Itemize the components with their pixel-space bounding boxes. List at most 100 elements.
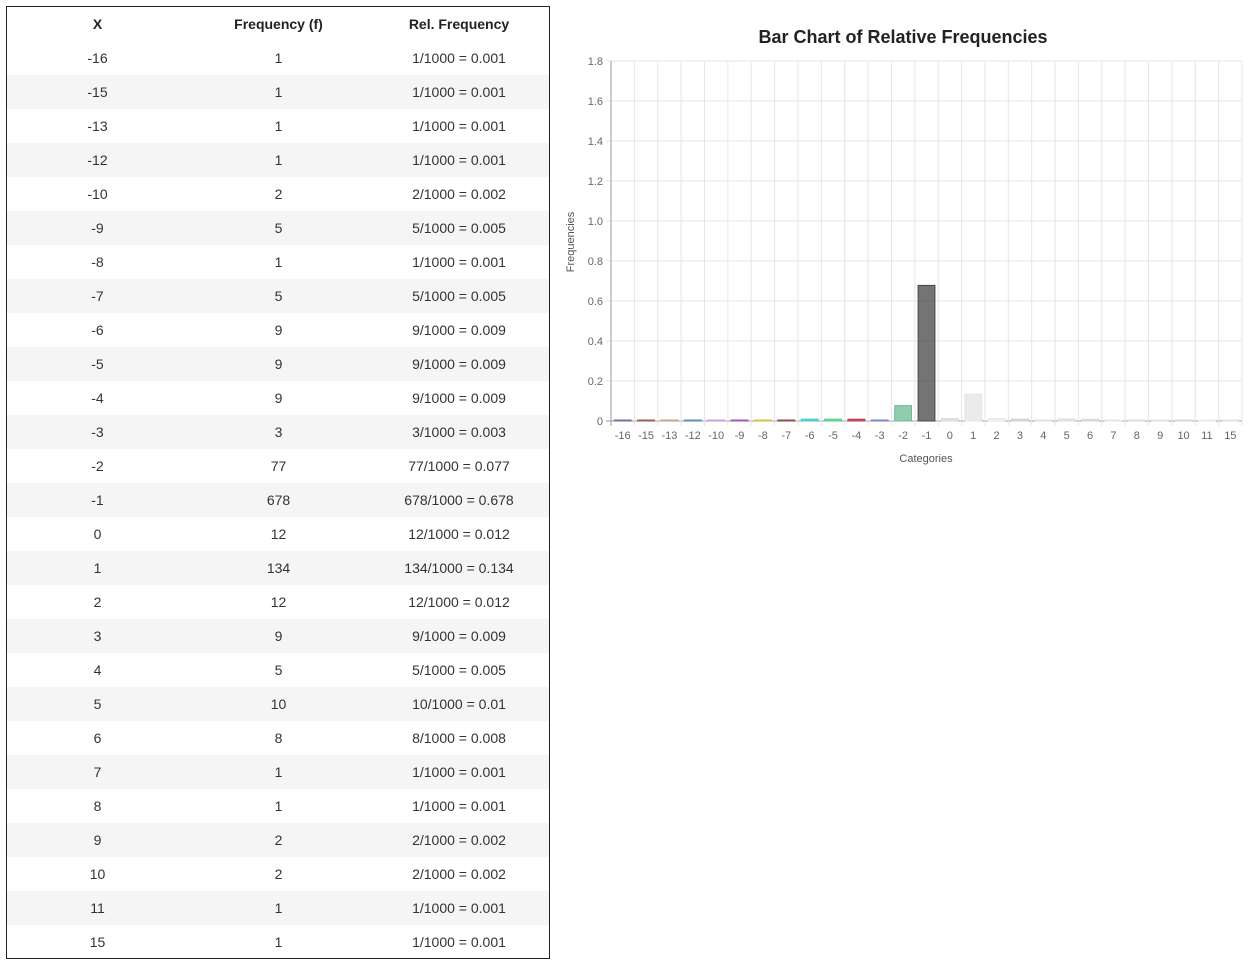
y-axis-title: Frequencies — [565, 211, 577, 272]
bar--5 — [824, 418, 842, 422]
cell-frequency: 12 — [270, 594, 287, 610]
bar-3 — [1011, 418, 1029, 422]
cell-frequency: 2 — [274, 186, 283, 202]
cell-rel-frequency: 77/1000 = 0.077 — [408, 458, 510, 474]
table-header-row: X Frequency (f) Rel. Frequency — [7, 7, 549, 41]
x-tick-label: -4 — [851, 430, 861, 442]
bar-4 — [1034, 419, 1053, 422]
bar-15 — [1221, 419, 1240, 422]
bar--10 — [707, 419, 726, 422]
frequency-table: X Frequency (f) Rel. Frequency -1 6 1 1/100… — [7, 7, 549, 958]
cell-x: -9 — [91, 220, 104, 236]
chart-gridlines — [606, 60, 1243, 426]
cell-rel-frequency: 12/1000 = 0.012 — [408, 594, 510, 610]
bar-0 — [940, 418, 959, 422]
cell-rel-frequency: 9/1000 = 0.009 — [412, 322, 506, 338]
cell-x: -6 — [91, 322, 104, 338]
cell-frequency: 77 — [270, 458, 287, 474]
x-tick-label: 8 — [1134, 430, 1140, 442]
cell-frequency: 134 — [266, 560, 291, 576]
chart-bars — [613, 284, 1240, 422]
cell-frequency: 678 — [266, 492, 291, 508]
cell-frequency: 12 — [270, 526, 287, 542]
cell-frequency: 1 — [274, 254, 283, 270]
y-tick-label: 1.8 — [588, 56, 603, 68]
cell-rel-frequency: 5/1000 = 0.005 — [412, 288, 506, 304]
table-row: -8 1 1/1000 = 0.001 — [7, 245, 549, 279]
cell-x: -8 — [91, 254, 104, 270]
x-tick-label: 15 — [1224, 430, 1236, 442]
bar--6 — [800, 418, 819, 422]
cell-rel-frequency: 8/1000 = 0.008 — [412, 730, 506, 746]
cell-frequency: 2 — [274, 866, 283, 882]
cell-rel-frequency: 2/1000 = 0.002 — [412, 186, 506, 202]
cell-rel-frequency: 2/1000 = 0.002 — [412, 832, 506, 848]
cell-x: 10 — [89, 866, 106, 882]
cell-rel-frequency: 2/1000 = 0.002 — [412, 866, 506, 882]
bar--1 — [917, 284, 936, 422]
table-row: -2 77 77/1000 = 0.077 — [7, 449, 549, 483]
cell-x: 3 — [93, 628, 102, 644]
cell-x: -3 — [91, 424, 104, 440]
x-tick-label: -7 — [781, 430, 791, 442]
cell-frequency: 9 — [274, 628, 283, 644]
bar-8 — [1127, 419, 1146, 422]
x-tick-label: 1 — [970, 430, 976, 442]
cell-frequency: 5 — [274, 662, 283, 678]
x-tick-label: 4 — [1040, 430, 1046, 442]
x-tick-label: -3 — [875, 430, 885, 442]
y-tick-label: 1.2 — [588, 176, 603, 188]
cell-x: -7 — [91, 288, 104, 304]
cell-rel-frequency: 1/1000 = 0.001 — [412, 50, 506, 66]
table-row: -12 1 1/1000 = 0.001 — [7, 143, 549, 177]
cell-rel-frequency: 3/1000 = 0.003 — [412, 424, 506, 440]
cell-x: -1 — [91, 492, 104, 508]
frequency-table-panel: X Frequency (f) Rel. Frequency -1 6 1 1/100… — [6, 6, 550, 959]
table-row: -4 9 9/1000 = 0.009 — [7, 381, 549, 415]
cell-x: 5 — [93, 696, 102, 712]
table-row: 11 1 1/1000 = 0.001 — [7, 891, 549, 925]
x-tick-label: -16 — [615, 430, 631, 442]
x-tick-label: 5 — [1064, 430, 1070, 442]
cell-x: 6 — [93, 730, 102, 746]
table-row: -13 1 1/1000 = 0.001 — [7, 109, 549, 143]
cell-rel-frequency: 9/1000 = 0.009 — [412, 390, 506, 406]
cell-x: -10 — [87, 186, 108, 202]
cell-frequency: 1 — [274, 50, 283, 66]
cell-x: 2 — [93, 594, 102, 610]
bar--13 — [660, 419, 679, 422]
cell-x: -5 — [91, 356, 104, 372]
table-row: 8 1 1/1000 = 0.001 — [7, 789, 549, 823]
x-tick-label: -6 — [805, 430, 815, 442]
bar--9 — [730, 419, 749, 422]
bar--8 — [753, 419, 772, 422]
cell-frequency: 10 — [270, 696, 287, 712]
x-tick-label: -15 — [638, 430, 654, 442]
bar-11 — [1198, 419, 1216, 422]
x-tick-label: 0 — [947, 430, 953, 442]
table-row: 15 1 1/1000 = 0.001 — [7, 925, 549, 958]
cell-x: 8 — [93, 798, 102, 814]
table-body: -16 1 1/1000 = 0.001 -15 1 1/1000 = 0.001 -13 1… — [7, 41, 549, 958]
cell-rel-frequency: 1/1000 = 0.001 — [412, 934, 506, 950]
column-header-rel-frequency: Rel. Frequency — [408, 16, 510, 32]
cell-x: 15 — [89, 934, 106, 950]
cell-x: -15 — [87, 84, 108, 100]
cell-rel-frequency: 10/1000 = 0.01 — [412, 696, 506, 712]
table-row: -10 2 2/1000 = 0.002 — [7, 177, 549, 211]
table-row: 4 5 5/1000 = 0.005 — [7, 653, 549, 687]
cell-frequency: 3 — [274, 424, 283, 440]
y-tick-label: 1.4 — [588, 136, 603, 148]
cell-x: -2 — [91, 458, 104, 474]
cell-rel-frequency: 1/1000 = 0.001 — [412, 152, 506, 168]
table-row: 6 8 8/1000 = 0.008 — [7, 721, 549, 755]
cell-rel-frequency: 1/1000 = 0.001 — [412, 118, 506, 134]
cell-x: 0 — [93, 526, 102, 542]
cell-x: -4 — [91, 390, 104, 406]
bar-7 — [1104, 419, 1123, 422]
bar--12 — [683, 419, 702, 422]
cell-x: 1 — [93, 560, 102, 576]
table-row: -3 3 3/1000 = 0.003 — [7, 415, 549, 449]
x-tick-label: 10 — [1177, 430, 1189, 442]
cell-frequency: 1 — [274, 900, 283, 916]
